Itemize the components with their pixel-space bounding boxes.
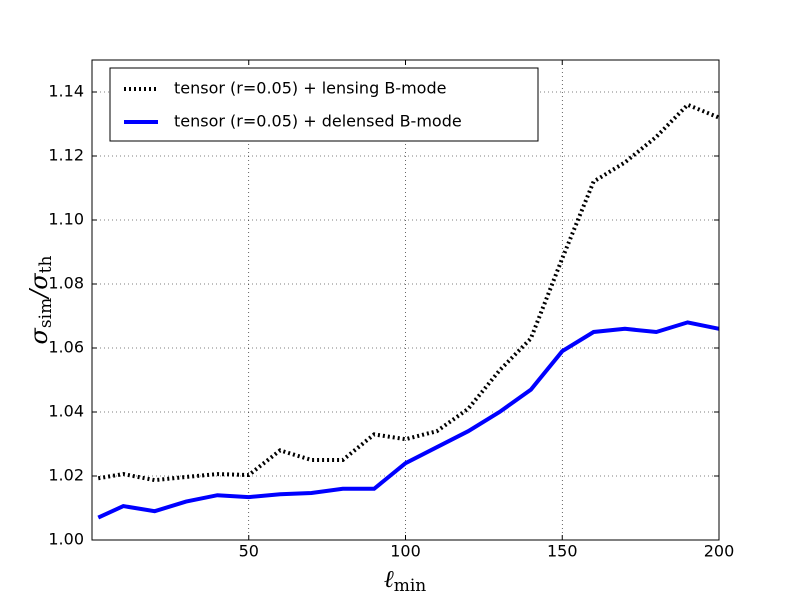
x-tick-label: 50 bbox=[239, 542, 259, 561]
y-label-num-sub: sim bbox=[36, 298, 56, 328]
y-tick-label: 1.08 bbox=[48, 274, 84, 293]
x-label-sub: min bbox=[394, 576, 427, 596]
plot-frame bbox=[91, 59, 720, 541]
y-tick-label: 1.06 bbox=[48, 338, 84, 357]
legend-label: tensor (r=0.05) + delensed B-mode bbox=[174, 112, 462, 131]
y-tick-label: 1.04 bbox=[48, 402, 84, 421]
x-tick-label: 200 bbox=[704, 542, 735, 561]
line-series bbox=[97, 320, 720, 520]
legend-label: tensor (r=0.05) + lensing B-mode bbox=[174, 79, 446, 98]
y-tick-label: 1.02 bbox=[48, 466, 84, 485]
x-tick-label: 100 bbox=[390, 542, 421, 561]
x-axis-label: ℓmin bbox=[384, 565, 427, 596]
y-tick-label: 1.00 bbox=[48, 530, 84, 549]
legend-box bbox=[109, 67, 539, 142]
x-tick-label: 150 bbox=[547, 542, 578, 561]
y-tick-label: 1.10 bbox=[48, 210, 84, 229]
y-tick-label: 1.14 bbox=[48, 82, 84, 101]
y-label-den: /σ bbox=[25, 273, 53, 300]
y-label-den-sub: th bbox=[36, 255, 56, 273]
y-label-num: σ bbox=[25, 327, 53, 344]
x-label-symbol: ℓ bbox=[384, 565, 394, 593]
y-tick-label: 1.12 bbox=[48, 146, 84, 165]
line-series bbox=[97, 102, 720, 483]
y-axis-label: σsim/σth bbox=[25, 255, 56, 344]
